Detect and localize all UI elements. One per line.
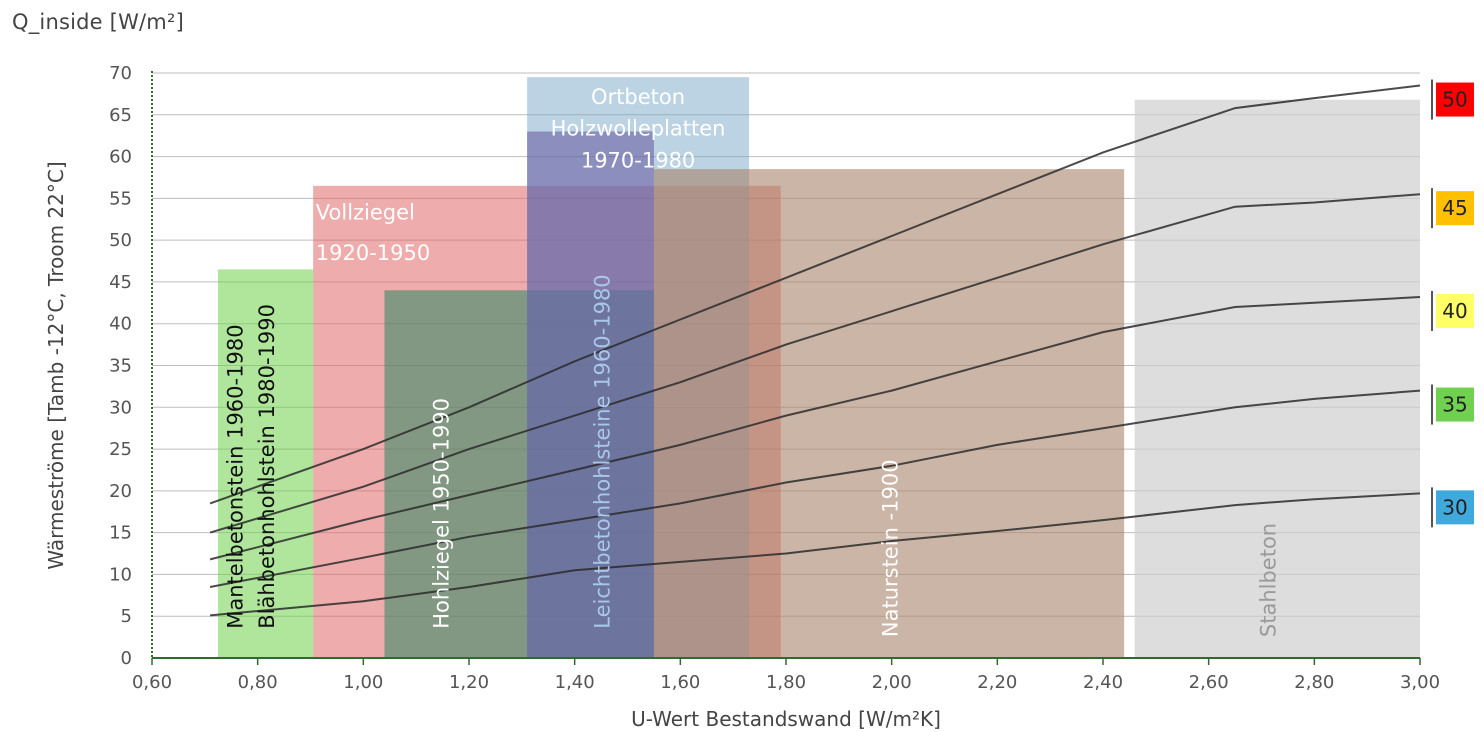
x-tick-label: 3,00 — [1400, 672, 1440, 693]
x-tick-label: 2,80 — [1294, 672, 1334, 693]
series-line-40 — [209, 296, 1421, 561]
x-axis-title: U-Wert Bestandswand [W/m²K] — [631, 707, 941, 731]
legend-swatch-35 — [1436, 387, 1474, 422]
y-tick-label: 70 — [109, 63, 132, 84]
y-tick-label: 35 — [109, 356, 132, 377]
y-tick-label: 40 — [109, 314, 132, 335]
region-label: Naturstein -1900 — [879, 459, 903, 637]
y-tick-label: 30 — [109, 397, 132, 418]
series-line-30 — [210, 492, 1421, 617]
x-tick-label: 0,80 — [238, 672, 278, 693]
legend-label: 30 — [1442, 495, 1467, 519]
x-tick-label: 2,00 — [872, 672, 912, 693]
y-tick-label: 10 — [109, 564, 132, 585]
y-tick-label: 45 — [109, 272, 132, 293]
series-line-45 — [209, 193, 1421, 534]
x-tick-label: 1,00 — [343, 672, 383, 693]
region-rect — [653, 169, 1125, 658]
y-tick-label: 5 — [121, 606, 132, 627]
region-label-line: Ortbeton — [591, 85, 685, 109]
legend-label: 50 — [1442, 88, 1467, 112]
region-rect — [218, 269, 314, 658]
x-tick-label: 1,20 — [449, 672, 489, 693]
x-tick-label: 1,60 — [660, 672, 700, 693]
x-tick-label: 0,60 — [132, 672, 172, 693]
legend-swatch-30 — [1436, 490, 1474, 525]
y-tick-label: 55 — [109, 188, 132, 209]
legend-label: 35 — [1442, 393, 1467, 417]
y-axis-title: Wärmeströme [Tamb -12°C, Troom 22°C] — [44, 161, 68, 569]
legend-swatch-50 — [1436, 82, 1474, 117]
legend-swatch-40 — [1436, 293, 1474, 328]
x-tick-label: 2,40 — [1083, 672, 1123, 693]
region-label: Mantelbetonstein 1960-1980 — [224, 324, 248, 628]
series-line-50 — [209, 84, 1421, 505]
region-label: Blähbetonhohlstein 1980-1990 — [255, 304, 279, 629]
y-tick-label: 20 — [109, 481, 132, 502]
region-label: Leichtbetonhohlsteine 1960-1980 — [591, 274, 615, 628]
x-tick-label: 2,20 — [977, 672, 1017, 693]
legend-label: 40 — [1442, 299, 1467, 323]
y-tick-label: 25 — [109, 439, 132, 460]
y-tick-label: 50 — [109, 230, 132, 251]
x-tick-label: 1,40 — [555, 672, 595, 693]
region-label-line: 1920-1950 — [316, 241, 430, 265]
region-rect — [527, 131, 654, 658]
x-tick-label: 1,80 — [766, 672, 806, 693]
region-label: Stahlbeton — [1256, 523, 1280, 637]
region-label-line: Holzwolleplatten — [551, 117, 726, 141]
y-tick-label: 0 — [121, 648, 132, 669]
region-rect — [1134, 99, 1420, 658]
y-tick-label: 65 — [109, 105, 132, 126]
region-label-line: 1970-1980 — [581, 148, 695, 172]
region-label-line: Vollziegel — [316, 200, 415, 224]
y-tick-label: 60 — [109, 147, 132, 168]
series-line-35 — [209, 389, 1421, 588]
legend-swatch-45 — [1436, 191, 1474, 226]
x-tick-label: 2,60 — [1189, 672, 1229, 693]
y-unit-label: Q_inside [W/m²] — [12, 10, 184, 34]
y-tick-label: 15 — [109, 523, 132, 544]
legend-label: 45 — [1442, 196, 1467, 220]
region-label: Hohlziegel 1950-1990 — [430, 398, 454, 629]
